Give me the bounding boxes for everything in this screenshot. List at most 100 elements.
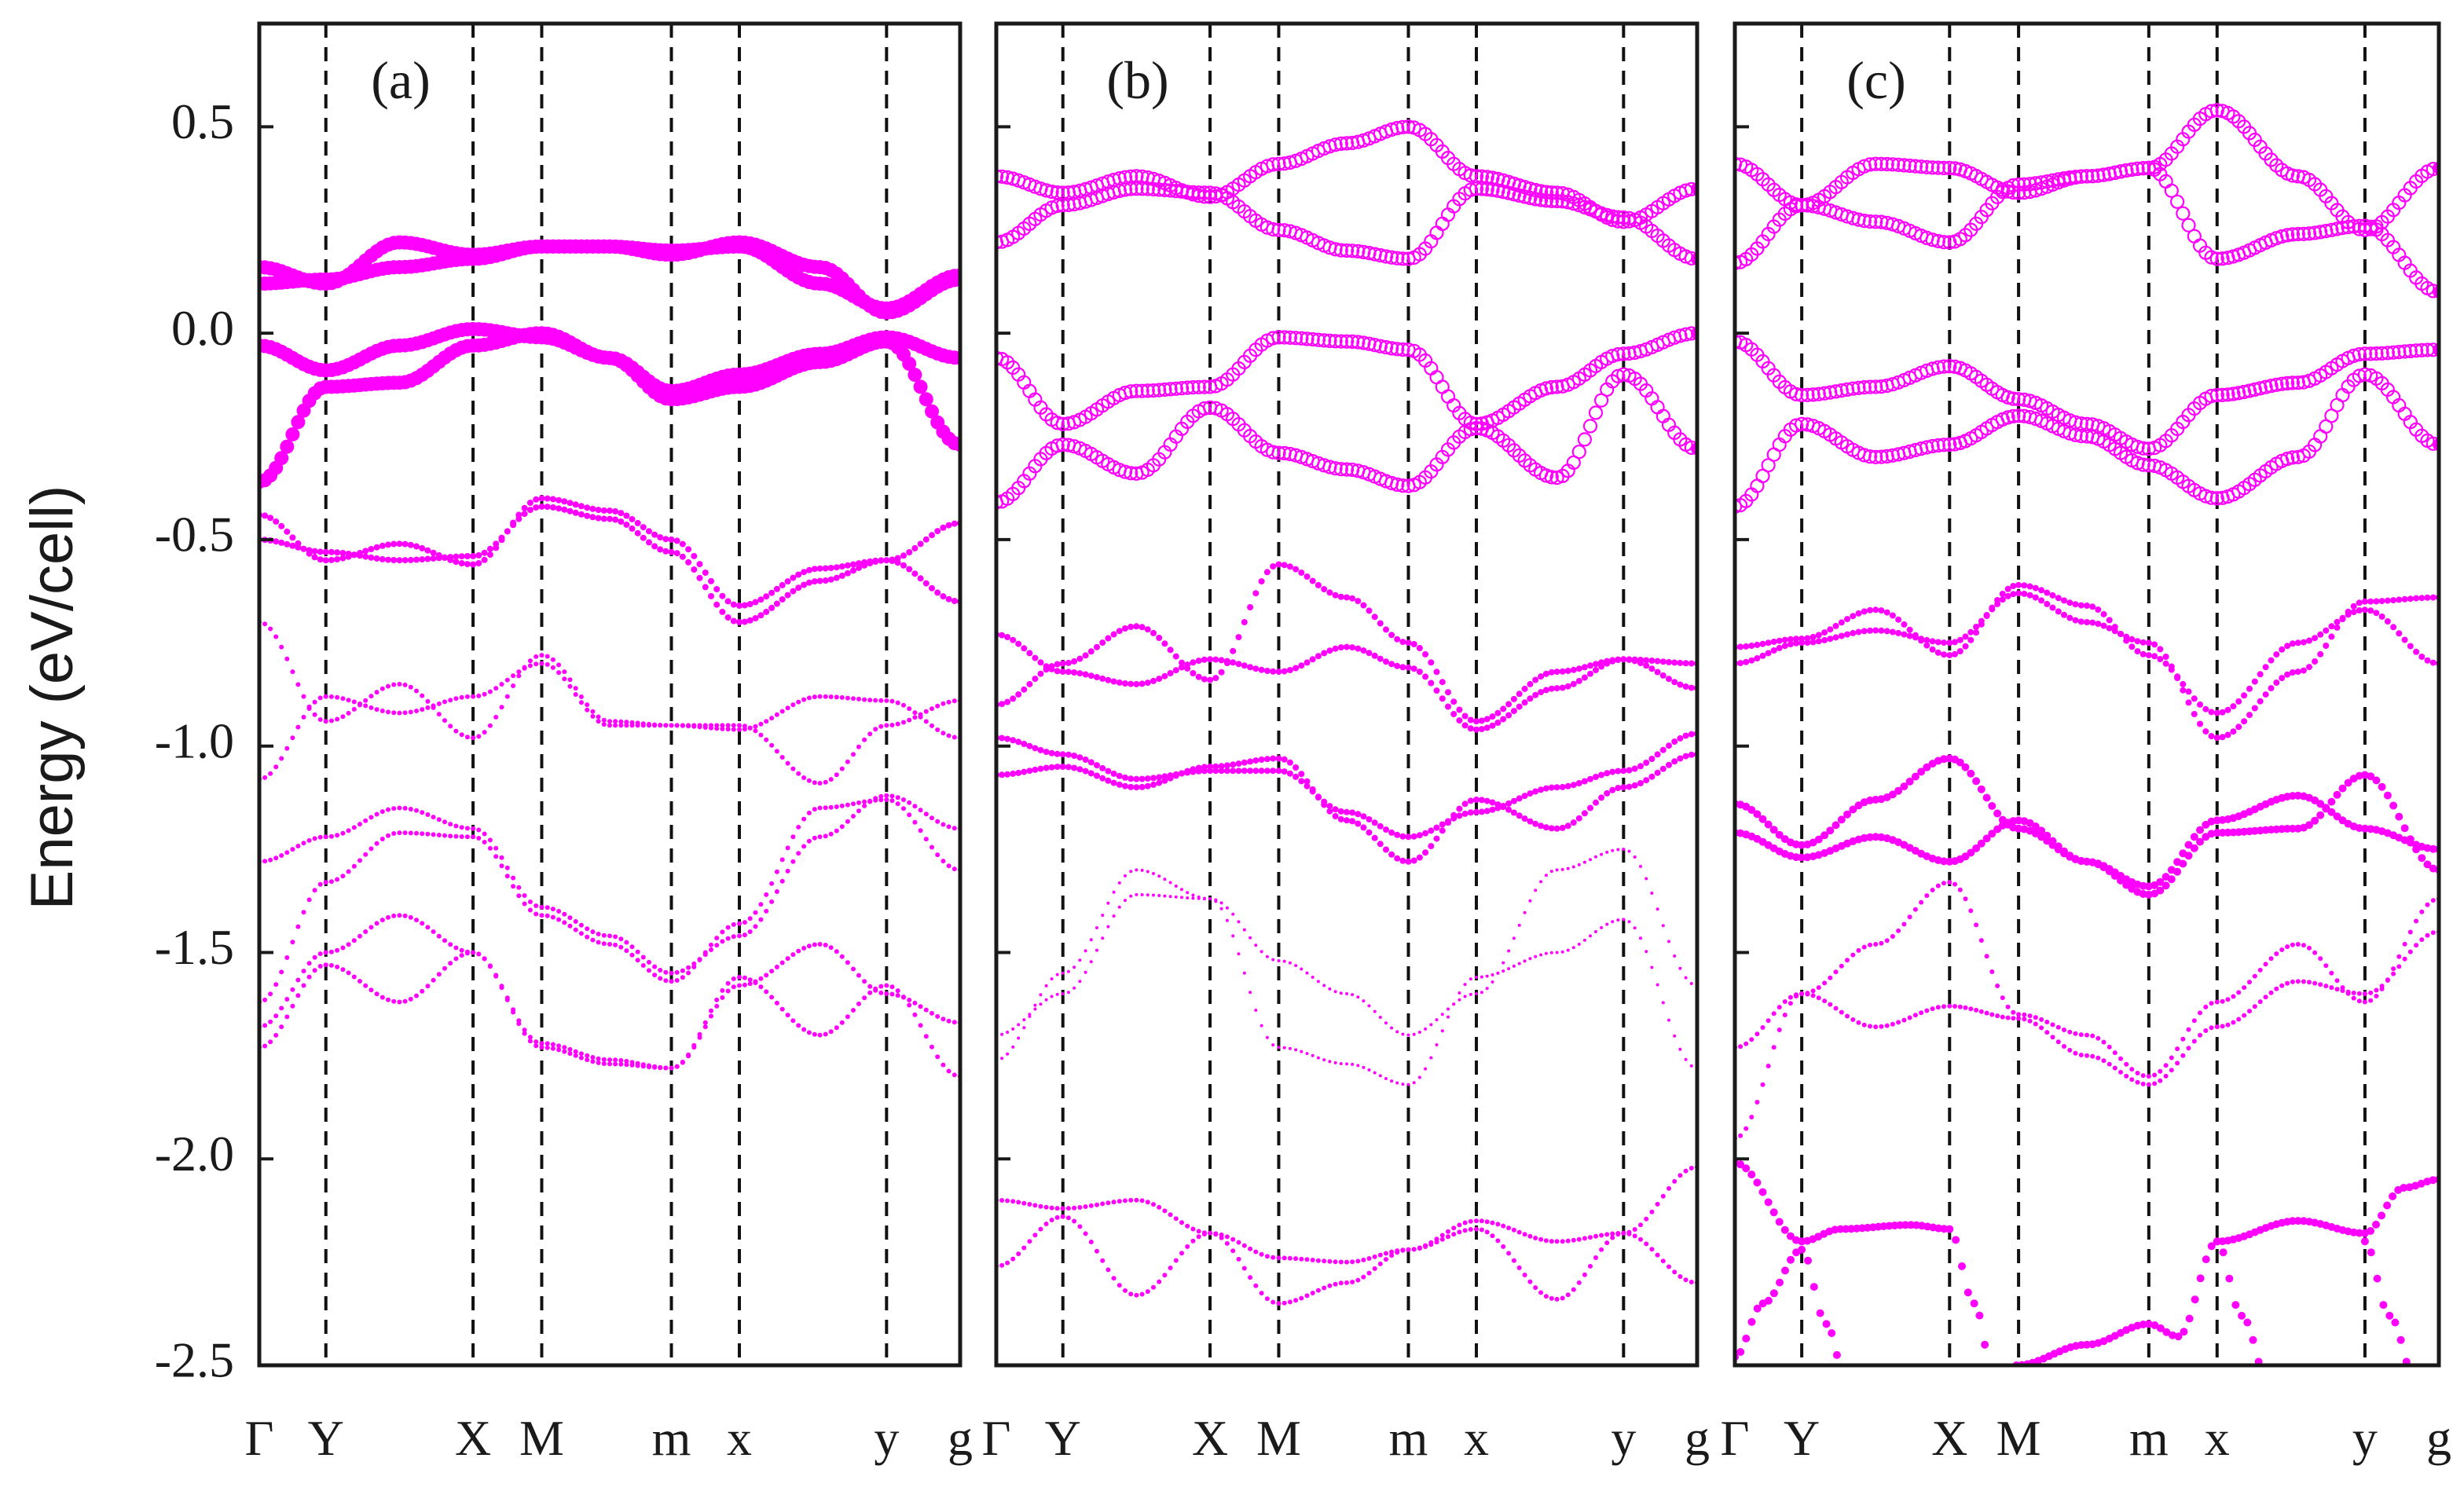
band-marker [1599, 1233, 1604, 1238]
band-marker [845, 759, 850, 764]
band-marker [946, 1068, 952, 1074]
band-marker [737, 983, 742, 988]
band-marker [442, 554, 448, 561]
x-tick-label: x [2205, 1410, 2230, 1466]
band-marker [2389, 1192, 2397, 1200]
band-marker [1837, 815, 1846, 824]
band-marker [1276, 1301, 1282, 1306]
band-marker [1816, 985, 1821, 991]
band-marker [1197, 185, 1212, 200]
band-marker [1145, 1289, 1150, 1295]
band-marker [906, 549, 913, 555]
band-marker [1384, 1251, 1388, 1256]
band-marker [516, 885, 522, 890]
band-marker [1152, 872, 1155, 875]
band-marker [2396, 954, 2402, 959]
band-marker [1377, 1261, 1383, 1266]
band-marker [1484, 1229, 1490, 1235]
band-marker [1806, 387, 1820, 402]
band-marker [2204, 490, 2219, 505]
band-marker [300, 545, 307, 552]
band-marker [1286, 667, 1293, 673]
band-marker [1288, 961, 1292, 965]
band-marker [1605, 922, 1609, 926]
band-marker [946, 863, 952, 869]
band-marker [2021, 582, 2028, 589]
band-marker [737, 921, 742, 926]
band-marker [1600, 207, 1615, 222]
band-marker [2095, 621, 2102, 628]
band-marker [556, 505, 563, 512]
band-marker [1230, 1248, 1236, 1254]
band-marker [1855, 610, 1862, 617]
band-marker [834, 1025, 839, 1031]
band-marker [709, 725, 713, 731]
band-marker [1458, 991, 1461, 995]
band-marker [1258, 767, 1265, 775]
band-marker [346, 942, 351, 947]
band-marker [1941, 639, 1947, 647]
band-marker [1484, 1219, 1490, 1225]
band-marker [1788, 1001, 1793, 1006]
band-marker [2290, 942, 2295, 947]
band-marker [2284, 671, 2291, 678]
band-marker [1776, 1005, 1782, 1010]
band-marker [380, 995, 385, 1000]
band-marker [2198, 1032, 2202, 1038]
band-marker [1975, 1311, 1984, 1320]
band-marker [1934, 639, 1942, 646]
band-marker [1631, 782, 1638, 789]
band-marker [295, 682, 301, 687]
band-marker [1749, 1115, 1754, 1119]
band-marker [623, 512, 630, 519]
band-marker [1134, 1292, 1139, 1298]
band-marker [1930, 160, 1945, 175]
band-marker [2039, 1025, 2044, 1031]
band-marker [1275, 561, 1282, 568]
band-marker [850, 561, 856, 568]
band-marker [1433, 687, 1440, 694]
band-marker [2374, 346, 2389, 361]
band-marker [856, 973, 861, 978]
band-marker [724, 614, 732, 621]
band-marker [1962, 643, 1969, 650]
band-marker [1277, 1046, 1281, 1050]
band-marker [1309, 577, 1316, 584]
band-marker [1389, 1253, 1395, 1258]
band-marker [1587, 775, 1593, 782]
band-marker [607, 942, 612, 947]
band-marker [1422, 650, 1429, 658]
band-marker [1868, 449, 1883, 464]
band-marker [1275, 669, 1282, 676]
y-axis-title: Energy (eV/cell) [19, 485, 86, 910]
band-marker [351, 706, 357, 712]
band [1735, 1159, 1989, 1349]
band-marker [1467, 716, 1474, 724]
band-marker [812, 1031, 817, 1037]
band-marker [1936, 160, 1952, 175]
band-marker [1924, 893, 1930, 899]
band-marker [1582, 1236, 1587, 1241]
band-marker [1672, 1269, 1678, 1275]
band-marker [1490, 1233, 1495, 1239]
band-marker [862, 979, 867, 984]
band-marker [2049, 604, 2056, 611]
band-marker [2027, 1018, 2033, 1024]
band-marker [747, 977, 753, 983]
band-marker [562, 1045, 567, 1050]
band-marker [1373, 1009, 1377, 1013]
band-marker [1439, 821, 1446, 828]
band-marker [1423, 1244, 1428, 1249]
band-marker [2279, 675, 2286, 682]
band-marker [1266, 157, 1281, 172]
band-marker [674, 978, 680, 983]
band-marker [2236, 990, 2242, 995]
band-marker [1929, 638, 1936, 645]
band-marker [2006, 408, 2021, 423]
band-marker [758, 917, 764, 922]
band-marker [1309, 656, 1316, 663]
band-marker [1049, 1205, 1054, 1211]
band-marker [1885, 157, 1900, 172]
band-marker [1128, 1197, 1134, 1203]
band-marker [1770, 647, 1777, 654]
